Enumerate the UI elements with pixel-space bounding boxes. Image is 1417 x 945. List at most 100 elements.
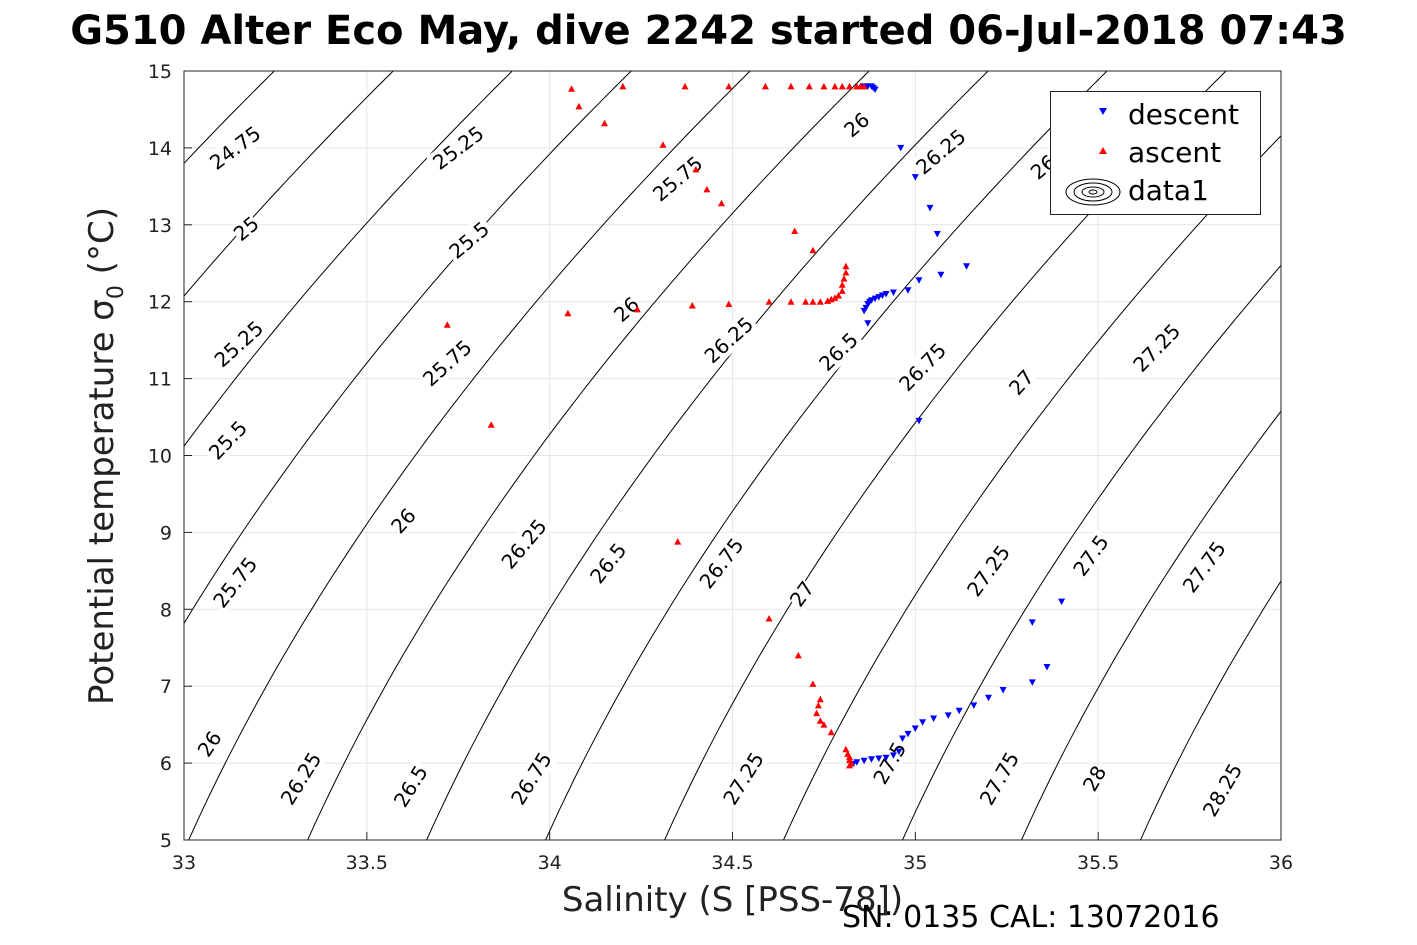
descent-point [860,307,868,315]
density-contour-line [184,71,513,448]
contour-label-bg [609,292,644,327]
descent-point [911,174,919,181]
contour-label-text: 28.25 [1198,759,1247,821]
contour-ellipses-icon [1065,178,1121,206]
ascent-point [838,82,846,90]
legend-item-descent: descent [1051,96,1260,132]
legend-item-ascent: ascent [1051,134,1260,170]
ascent-point [831,82,839,90]
contour-label-text: 26 [839,107,874,142]
ascent-point [842,745,850,753]
x-tick-label: 33.5 [346,852,388,874]
contour-label-bg [416,333,479,393]
contour-label: 27.5 [1066,528,1116,583]
descent-point [882,754,890,762]
contour-label-text: 26.25 [276,748,327,809]
descent-point [864,320,872,327]
ascent-point [824,297,832,304]
contour-label-bg [909,122,973,181]
contour-label-text: 25.75 [648,151,707,206]
ascent-point [787,298,795,305]
ascent-point [794,651,802,659]
contour-label-text: 27.25 [1128,319,1185,377]
ascent-point [619,82,627,90]
descent-point [937,271,945,279]
x-tick-label: 34.5 [711,852,753,874]
contour-label-bg [206,550,264,615]
y-tick-label: 15 [148,61,172,83]
density-contour-line [1021,410,1281,840]
contour-label-bg [716,745,771,812]
contour-label: 26.25 [274,745,328,812]
descent-point [930,715,938,722]
ascent-point [791,227,799,234]
descent-point [895,748,903,756]
contour-label: 25.25 [207,314,270,374]
contour-label-bg [228,211,264,246]
contour-label: 25 [229,211,264,246]
ascent-point [725,82,733,90]
data-points [443,82,1066,769]
x-axis-label: Salinity (S [PSS-78]) [561,880,904,920]
contour-label-text: 27.75 [975,748,1024,810]
density-contour-line [184,71,632,625]
legend-item-data1: data1 [1051,172,1260,208]
y-axis-label: Potential temperature σ0 (°C) [82,207,129,705]
y-tick-label: 6 [160,753,172,775]
descent-point [1028,679,1036,686]
ascent-point [575,102,583,110]
contour-label: 26.5 [812,325,865,378]
ascent-point [816,717,824,724]
ascent-point [816,298,824,305]
ascent-point [725,300,733,307]
contour-label-text: 25.75 [418,335,477,391]
contour-label-bg [1196,757,1249,823]
ascent-point [835,292,842,299]
contour-label-bg [1066,528,1116,583]
ascent-point [487,421,495,428]
y-tick-label: 9 [160,522,172,544]
ascent-point [692,165,700,173]
contour-label: 27.25 [716,745,771,812]
y-tick-label: 12 [148,292,172,314]
ascent-point [761,82,769,90]
contour-label-text: 28 [1078,761,1112,795]
ascent-point [820,721,828,728]
contour-label: 26.5 [387,758,435,814]
contour-label-text: 26.75 [506,748,557,809]
contour-label-bg [504,745,559,812]
ascent-point [765,298,773,305]
ascent-point [842,269,850,276]
contour-label-bg [494,512,554,576]
contour-label-text: 26.25 [497,514,552,573]
contour-label-text: 26 [193,727,227,762]
contour-label-bg [697,310,760,370]
ascent-point [842,262,850,270]
contour-label: 27.25 [1126,317,1187,379]
contour-label-bg [1126,317,1187,379]
contour-label-text: 27.75 [1178,537,1231,597]
ascent-point [601,119,608,127]
descent-point [944,712,952,719]
contour-label: 25.5 [442,215,496,266]
contour-label: 26 [386,503,421,538]
descent-point [919,719,927,726]
ascent-point [838,281,846,288]
y-tick-label: 13 [148,215,172,237]
x-tick-label: 36 [1269,852,1293,874]
ascent-point [838,287,846,294]
ascent-point [443,321,451,328]
descent-point [933,231,941,238]
contour-label-text: 27 [1004,365,1039,400]
descent-point [911,725,919,732]
descent-point [970,702,978,709]
contour-label-bg [1004,365,1039,400]
contour-label: 27.75 [1176,534,1233,600]
ascent-point [860,82,868,90]
descent-point [963,263,970,270]
contour-label: 25.75 [206,550,264,615]
contour-label-text: 25 [229,211,264,246]
contour-label: 25.75 [646,149,710,208]
contour-label-bg [583,536,633,591]
ascent-point [809,246,817,254]
